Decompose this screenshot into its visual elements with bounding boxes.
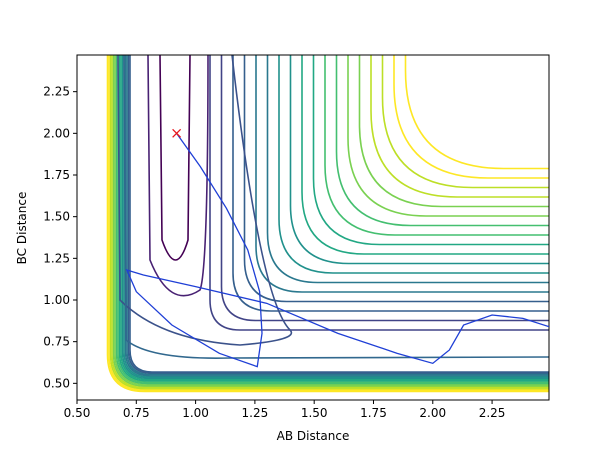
contour-lines [106,55,549,393]
contour [112,55,549,388]
contour [117,55,293,346]
contour [118,55,549,382]
contour [126,55,549,376]
contour [114,55,549,386]
y-tick-label: 1.00 [43,293,70,307]
contour [109,55,549,390]
y-axis-label: BC Distance [15,192,29,265]
contour [106,55,549,393]
x-axis-label: AB Distance [277,429,350,443]
contour [123,55,549,359]
contour [393,55,549,179]
contour [127,55,549,375]
contour [159,55,191,261]
start-marker [172,128,182,138]
contour [117,55,549,384]
contour [121,55,549,380]
contour [266,55,549,284]
contour [312,55,549,246]
contour [243,55,549,303]
trajectory [125,132,549,368]
contour [220,55,549,322]
contour [255,55,549,293]
y-tick-label: 1.50 [43,210,70,224]
contour [108,55,549,391]
contour [370,55,549,198]
contour [209,55,549,331]
contour [120,55,549,381]
x-tick-label: 1.75 [360,406,387,420]
contour [381,55,549,189]
contour [129,55,549,373]
contour [111,55,549,389]
y-tick-label: 0.75 [43,335,70,349]
contour [289,55,549,265]
x-tick-label: 1.50 [301,406,328,420]
contour [232,55,549,312]
contour [347,55,549,217]
contour [123,55,549,378]
plot-frame [76,54,550,401]
contour [358,55,549,208]
y-tick-label: 0.50 [43,376,70,390]
contour [278,55,549,274]
x-tick-label: 2.00 [419,406,446,420]
contour [147,55,209,297]
y-tick-label: 2.00 [43,126,70,140]
x-tick-label: 1.00 [182,406,209,420]
y-tick-label: 1.75 [43,168,70,182]
x-tick-label: 2.25 [479,406,506,420]
contour [324,55,549,236]
contour [404,55,549,170]
contour [335,55,549,227]
x-tick-label: 0.50 [64,406,91,420]
contour [115,55,549,385]
x-tick-label: 1.25 [242,406,269,420]
contour [124,55,549,377]
x-tick-label: 0.75 [123,406,150,420]
contour [301,55,549,255]
y-tick-label: 2.25 [43,85,70,99]
y-tick-label: 1.25 [43,251,70,265]
